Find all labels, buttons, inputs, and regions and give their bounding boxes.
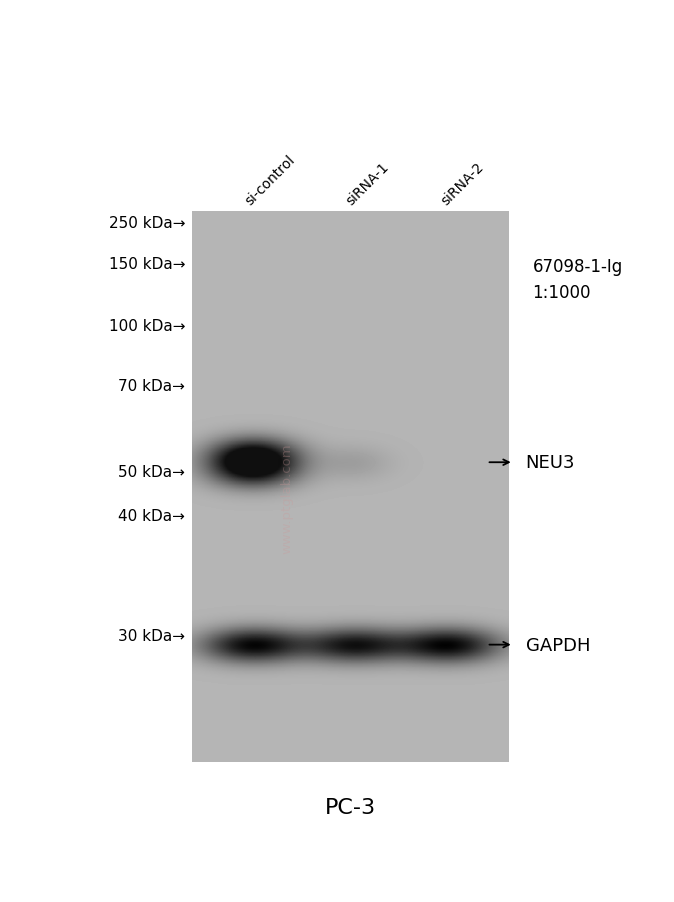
Text: 250 kDa→: 250 kDa→ [109,216,185,231]
Text: 30 kDa→: 30 kDa→ [119,629,185,643]
Text: PC-3: PC-3 [325,797,376,817]
Text: 67098-1-Ig
1:1000: 67098-1-Ig 1:1000 [532,257,623,302]
Text: www.ptglab.com: www.ptglab.com [280,443,294,553]
Text: GAPDH: GAPDH [526,636,590,654]
Bar [192,212,509,762]
Text: 40 kDa→: 40 kDa→ [119,509,185,523]
Text: si-control: si-control [243,152,298,207]
Text: siRNA-2: siRNA-2 [438,160,487,207]
Text: 150 kDa→: 150 kDa→ [109,257,185,272]
Text: 70 kDa→: 70 kDa→ [119,379,185,393]
Text: NEU3: NEU3 [526,454,575,472]
Text: 50 kDa→: 50 kDa→ [119,465,185,479]
Text: siRNA-1: siRNA-1 [344,160,392,207]
Text: 100 kDa→: 100 kDa→ [109,319,185,334]
